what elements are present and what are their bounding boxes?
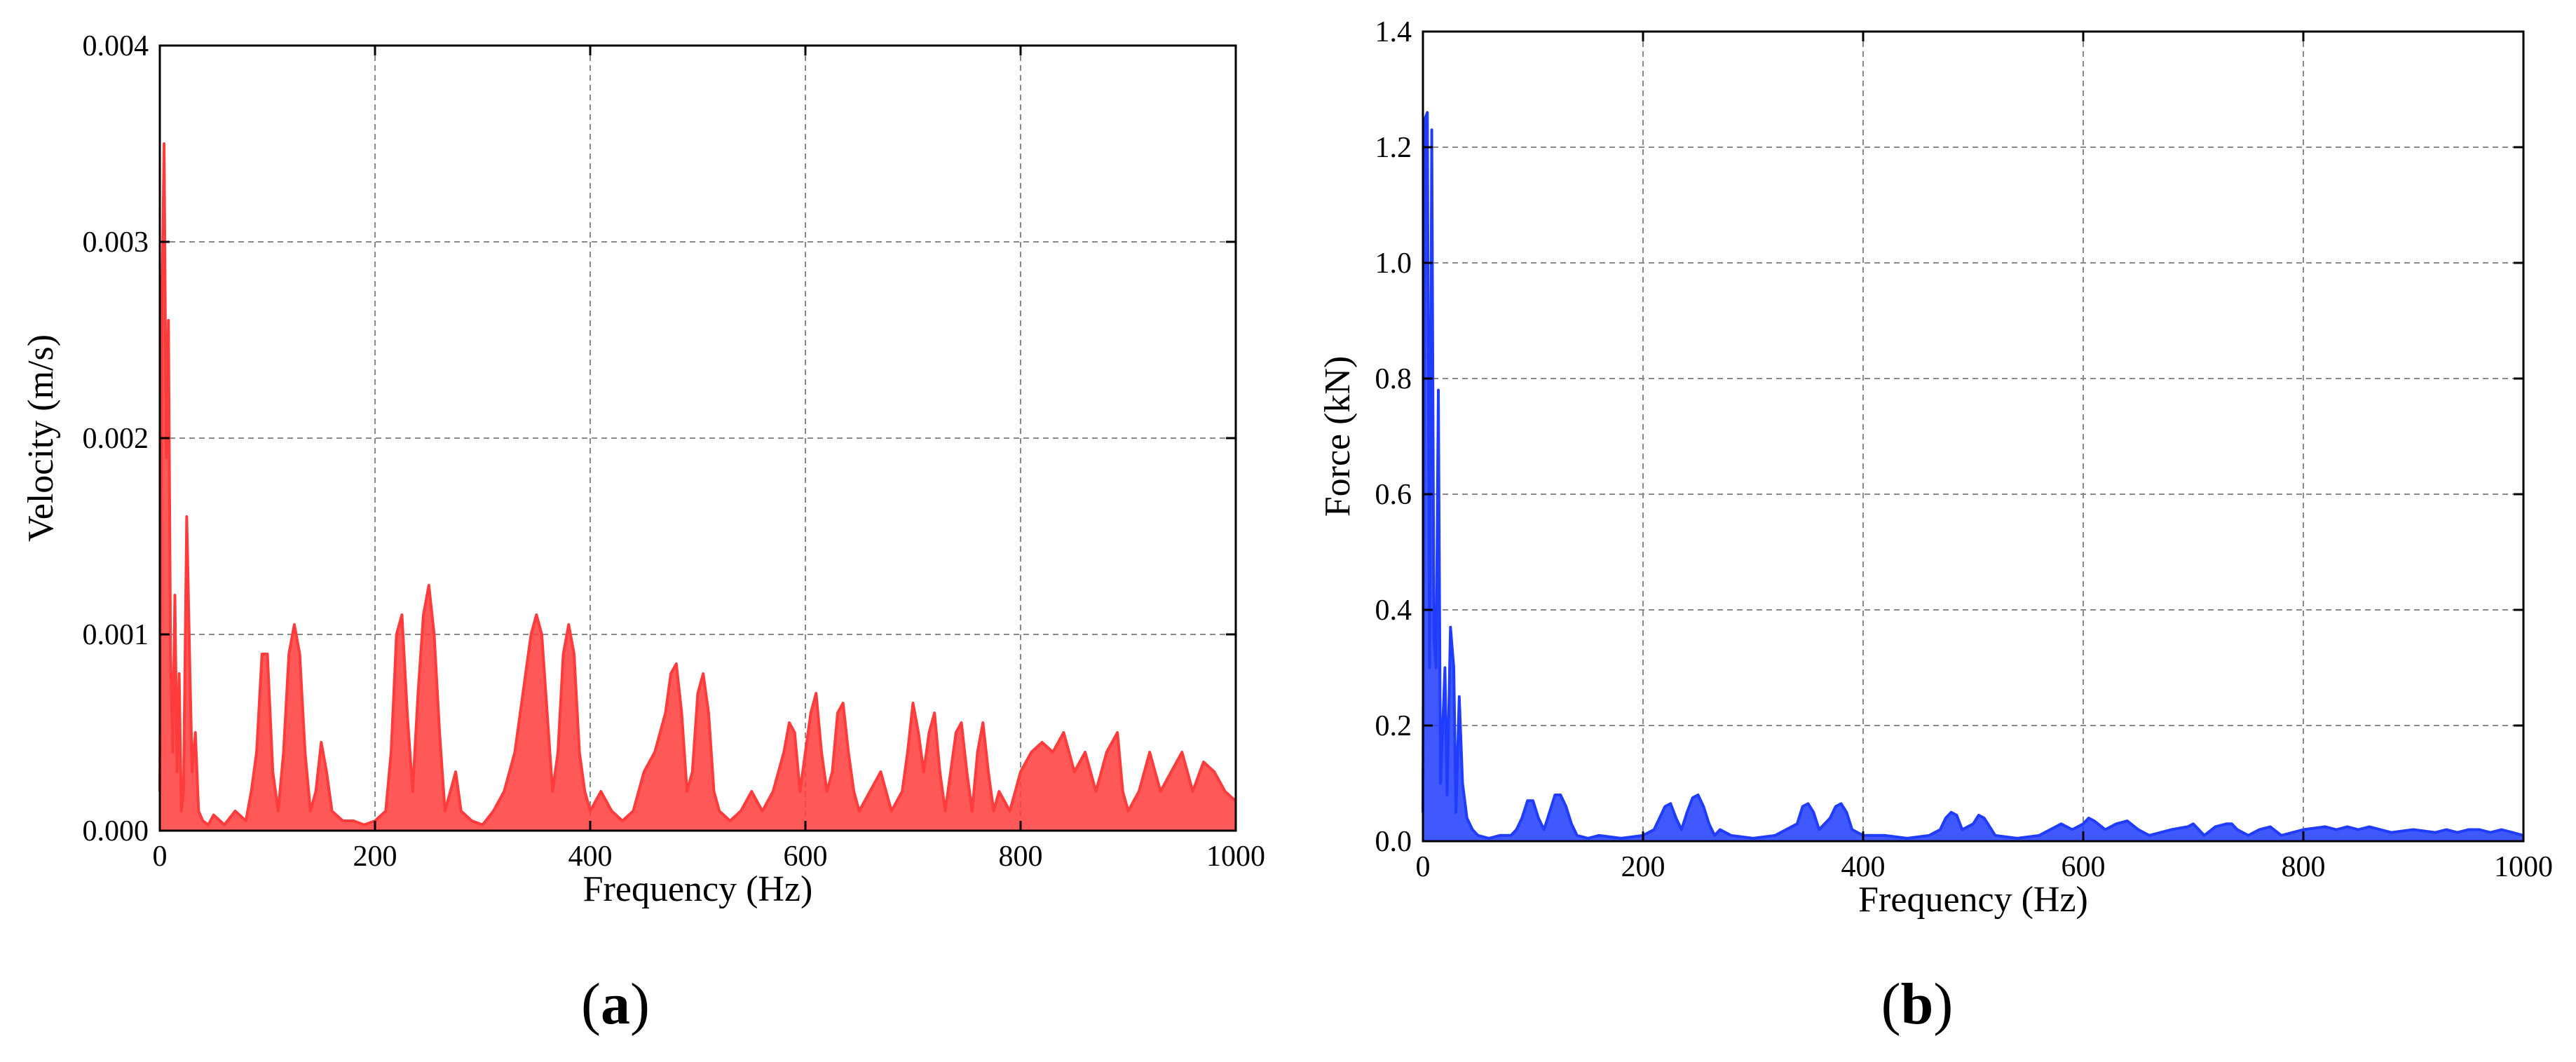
x-tick-label: 1000 xyxy=(1206,840,1265,873)
x-tick-label: 0 xyxy=(1416,851,1431,883)
y-tick-label: 0.8 xyxy=(1375,363,1412,395)
y-tick-label: 0.002 xyxy=(83,423,149,455)
x-tick-label: 0 xyxy=(153,840,168,873)
panel-a-velocity-chart: 0 200 400 600 800 1000 0.0000.0010.0020.0030.… xyxy=(21,30,1265,1037)
y-tick-label: 1.0 xyxy=(1375,247,1412,280)
x-tick-label: 400 xyxy=(568,840,613,873)
panel-b-y-ticks: 0.0 0.2 0.4 0.6 0.8 1.0 1.2 1.4 xyxy=(1375,16,2523,858)
y-tick-label: 0.004 xyxy=(83,30,149,62)
x-tick-label: 400 xyxy=(1841,851,1886,883)
panel-a-x-axis-label: Frequency (Hz) xyxy=(583,869,813,909)
y-tick-label: 0.6 xyxy=(1375,479,1412,511)
y-tick-label: 0.000 xyxy=(83,815,149,847)
y-tick-label: 0.0 xyxy=(1375,826,1412,858)
panel-b-plot-frame xyxy=(1422,30,2525,843)
panel-a-x-ticks: 0 200 400 600 800 1000 xyxy=(153,46,1265,873)
x-tick-label: 800 xyxy=(999,840,1043,873)
y-tick-label: 0.001 xyxy=(83,619,149,651)
x-tick-label: 200 xyxy=(1621,851,1665,883)
panel-b-label: (b) xyxy=(1881,972,1954,1037)
x-tick-label: 1000 xyxy=(2494,851,2553,883)
x-tick-label: 600 xyxy=(2062,851,2106,883)
panel-a-series xyxy=(158,142,1237,831)
panel-b-series xyxy=(1422,111,2524,841)
panel-a-label: (a) xyxy=(581,972,650,1037)
panel-b-grid xyxy=(1423,32,2523,841)
x-tick-label: 600 xyxy=(784,840,828,873)
spectrum-line xyxy=(1422,111,2524,840)
spectrum-area xyxy=(1423,112,2523,841)
y-tick-label: 0.003 xyxy=(83,226,149,259)
panel-a-y-axis-label: Velocity (m/s) xyxy=(21,334,61,542)
x-tick-label: 200 xyxy=(353,840,397,873)
y-tick-label: 1.4 xyxy=(1375,16,1412,48)
x-tick-label: 800 xyxy=(2282,851,2326,883)
spectrum-area xyxy=(160,144,1236,831)
y-tick-label: 0.4 xyxy=(1375,594,1412,627)
panel-a-y-ticks: 0.000 0.001 0.002 0.003 0.004 xyxy=(83,30,1236,847)
panel-b-x-ticks: 0 200 400 600 800 1000 xyxy=(1416,32,2553,883)
panel-a-grid xyxy=(160,46,1236,831)
y-tick-label: 0.2 xyxy=(1375,710,1412,742)
panel-b-force-chart: 0 200 400 600 800 1000 0.0 0.2 0.4 0.6 0.8 1.0 1.2 1… xyxy=(1318,16,2553,1037)
y-tick-label: 1.2 xyxy=(1375,132,1412,164)
spectrum-line xyxy=(158,142,1237,826)
panel-b-y-axis-label: Force (kN) xyxy=(1318,356,1358,517)
panel-b-x-axis-label: Frequency (Hz) xyxy=(1858,880,2088,920)
